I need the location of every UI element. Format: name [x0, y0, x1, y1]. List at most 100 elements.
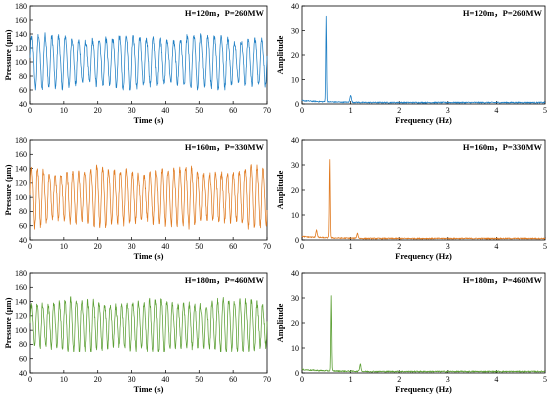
- y-tick-label: 180: [15, 2, 27, 11]
- y-tick-label: 100: [15, 326, 27, 335]
- y-tick-label: 0: [295, 100, 299, 109]
- condition-label: H=160m，P=330MW: [463, 142, 543, 152]
- y-tick-label: 20: [291, 186, 299, 195]
- x-axis-label: Time (s): [134, 384, 164, 394]
- x-tick-label: 40: [161, 242, 169, 251]
- x-tick-label: 10: [60, 106, 68, 115]
- y-tick-label: 160: [15, 16, 27, 25]
- x-tick-label: 50: [195, 375, 203, 384]
- condition-label: H=160m，P=330MW: [185, 142, 265, 152]
- x-tick-label: 5: [543, 106, 547, 115]
- series-line: [29, 32, 268, 91]
- chart-panel-spectrum-0: 0 10 20 30 40 0 1 2 3 4 5 Frequency (Hz) Amplitude H=…: [275, 2, 547, 125]
- plot-frame: [29, 5, 268, 105]
- condition-label: H=120m，P=260MW: [463, 8, 543, 18]
- x-tick-label: 40: [161, 106, 169, 115]
- y-tick-label: 40: [291, 136, 299, 145]
- x-tick-label: 0: [28, 242, 32, 251]
- y-tick-label: 120: [15, 179, 27, 188]
- series-line: [301, 295, 546, 373]
- x-tick-label: 10: [60, 242, 68, 251]
- y-axis-label: Amplitude: [275, 35, 285, 74]
- chart-panel-time-0: 40 60 80 100 120 140 160 180 0 10 20 30 40 50 60 70 Time…: [3, 2, 271, 125]
- y-tick-label: 0: [295, 236, 299, 245]
- series-line: [29, 164, 268, 230]
- y-tick-label: 100: [15, 193, 27, 202]
- y-tick-label: 80: [19, 207, 27, 216]
- plot-frame: [301, 272, 546, 374]
- chart-panel-time-2: 40 60 80 100 120 140 160 180 0 10 20 30 40 50 60 70 Time…: [3, 269, 271, 394]
- y-axis-label: Amplitude: [275, 170, 285, 209]
- x-axis-label: Frequency (Hz): [395, 384, 452, 394]
- x-tick-label: 0: [28, 375, 32, 384]
- y-tick-label: 40: [19, 369, 27, 378]
- series-line: [29, 296, 268, 352]
- x-tick-label: 2: [397, 242, 401, 251]
- x-tick-label: 50: [195, 242, 203, 251]
- y-tick-label: 160: [15, 150, 27, 159]
- series-line: [301, 159, 546, 240]
- x-tick-label: 3: [446, 106, 450, 115]
- y-tick-label: 20: [291, 51, 299, 60]
- condition-label: H=120m，P=260MW: [185, 8, 265, 18]
- y-tick-label: 10: [291, 211, 299, 220]
- x-tick-label: 4: [494, 242, 498, 251]
- x-tick-label: 3: [446, 375, 450, 384]
- x-tick-label: 1: [349, 375, 353, 384]
- x-axis-label: Time (s): [134, 251, 164, 261]
- x-tick-label: 20: [94, 106, 102, 115]
- x-tick-label: 5: [543, 242, 547, 251]
- x-tick-label: 0: [300, 242, 304, 251]
- y-tick-label: 120: [15, 44, 27, 53]
- y-tick-label: 60: [19, 355, 27, 364]
- x-tick-label: 4: [494, 106, 498, 115]
- y-tick-label: 20: [291, 319, 299, 328]
- y-tick-label: 40: [19, 100, 27, 109]
- x-tick-label: 0: [300, 375, 304, 384]
- x-tick-label: 30: [128, 106, 136, 115]
- y-tick-label: 120: [15, 312, 27, 321]
- series-line: [301, 15, 546, 104]
- y-axis-label: Pressure (μm): [3, 29, 13, 80]
- x-tick-label: 30: [128, 375, 136, 384]
- x-tick-label: 70: [263, 375, 271, 384]
- x-tick-label: 60: [229, 242, 237, 251]
- y-tick-label: 80: [19, 72, 27, 81]
- y-tick-label: 40: [291, 2, 299, 11]
- y-axis-label: Amplitude: [275, 303, 285, 342]
- y-tick-label: 180: [15, 269, 27, 278]
- x-tick-label: 70: [263, 242, 271, 251]
- y-tick-label: 100: [15, 58, 27, 67]
- plot-frame: [301, 139, 546, 241]
- y-tick-label: 140: [15, 297, 27, 306]
- y-tick-label: 60: [19, 222, 27, 231]
- x-tick-label: 1: [349, 106, 353, 115]
- x-tick-label: 2: [397, 106, 401, 115]
- x-tick-label: 2: [397, 375, 401, 384]
- y-tick-label: 60: [19, 86, 27, 95]
- x-tick-label: 0: [28, 106, 32, 115]
- y-tick-label: 140: [15, 30, 27, 39]
- x-tick-label: 4: [494, 375, 498, 384]
- y-axis-label: Pressure (μm): [3, 297, 13, 348]
- y-tick-label: 10: [291, 344, 299, 353]
- y-axis-label: Pressure (μm): [3, 164, 13, 215]
- x-axis-label: Frequency (Hz): [395, 115, 452, 125]
- y-tick-label: 30: [291, 161, 299, 170]
- x-tick-label: 30: [128, 242, 136, 251]
- plot-frame: [301, 5, 546, 105]
- x-tick-label: 20: [94, 375, 102, 384]
- x-tick-label: 1: [349, 242, 353, 251]
- x-tick-label: 50: [195, 106, 203, 115]
- y-tick-label: 0: [295, 369, 299, 378]
- y-tick-label: 30: [291, 294, 299, 303]
- x-tick-label: 20: [94, 242, 102, 251]
- y-tick-label: 10: [291, 75, 299, 84]
- chart-panel-time-1: 40 60 80 100 120 140 160 180 0 10 20 30 40 50 60 70 Time…: [3, 136, 271, 261]
- condition-label: H=180m，P=460MW: [185, 275, 265, 285]
- x-tick-label: 0: [300, 106, 304, 115]
- y-tick-label: 180: [15, 136, 27, 145]
- y-tick-label: 80: [19, 340, 27, 349]
- x-tick-label: 3: [446, 242, 450, 251]
